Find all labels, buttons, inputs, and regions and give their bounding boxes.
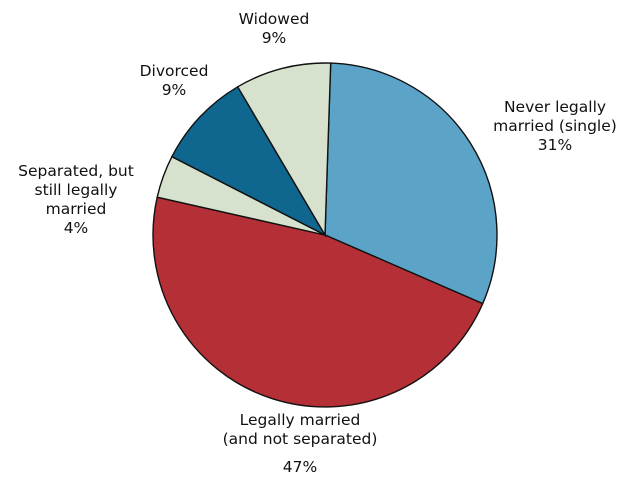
label-line: still legally: [34, 181, 118, 199]
slice-label-widowed: Widowed 9%: [239, 10, 310, 48]
label-line: (and not separated): [222, 430, 378, 448]
label-line: Separated, but: [18, 162, 134, 180]
value-label: 9%: [161, 81, 187, 99]
slice-label-never-married: Never legally married (single) 31%: [493, 98, 617, 155]
slice-never-married: [324, 62, 498, 305]
label-line: married: [45, 200, 107, 218]
label-line: Divorced: [139, 62, 209, 80]
slice-legally-married: [152, 196, 484, 408]
slice-widowed: [236, 62, 332, 238]
slice-divorced: [170, 85, 327, 237]
slice-label-separated: Separated, but still legally married 4%: [18, 162, 134, 238]
label-line: Widowed: [238, 10, 310, 28]
value-label: 31%: [537, 136, 573, 154]
label-line: Legally married: [239, 411, 361, 429]
slice-label-divorced: Divorced 9%: [140, 62, 209, 100]
value-label: 9%: [261, 29, 287, 47]
value-label: 47%: [282, 458, 318, 476]
value-label: 4%: [63, 219, 89, 237]
label-line: Never legally: [503, 98, 607, 116]
slice-label-legally-married: Legally married (and not separated) 47%: [223, 411, 378, 477]
label-line: married (single): [493, 117, 617, 135]
